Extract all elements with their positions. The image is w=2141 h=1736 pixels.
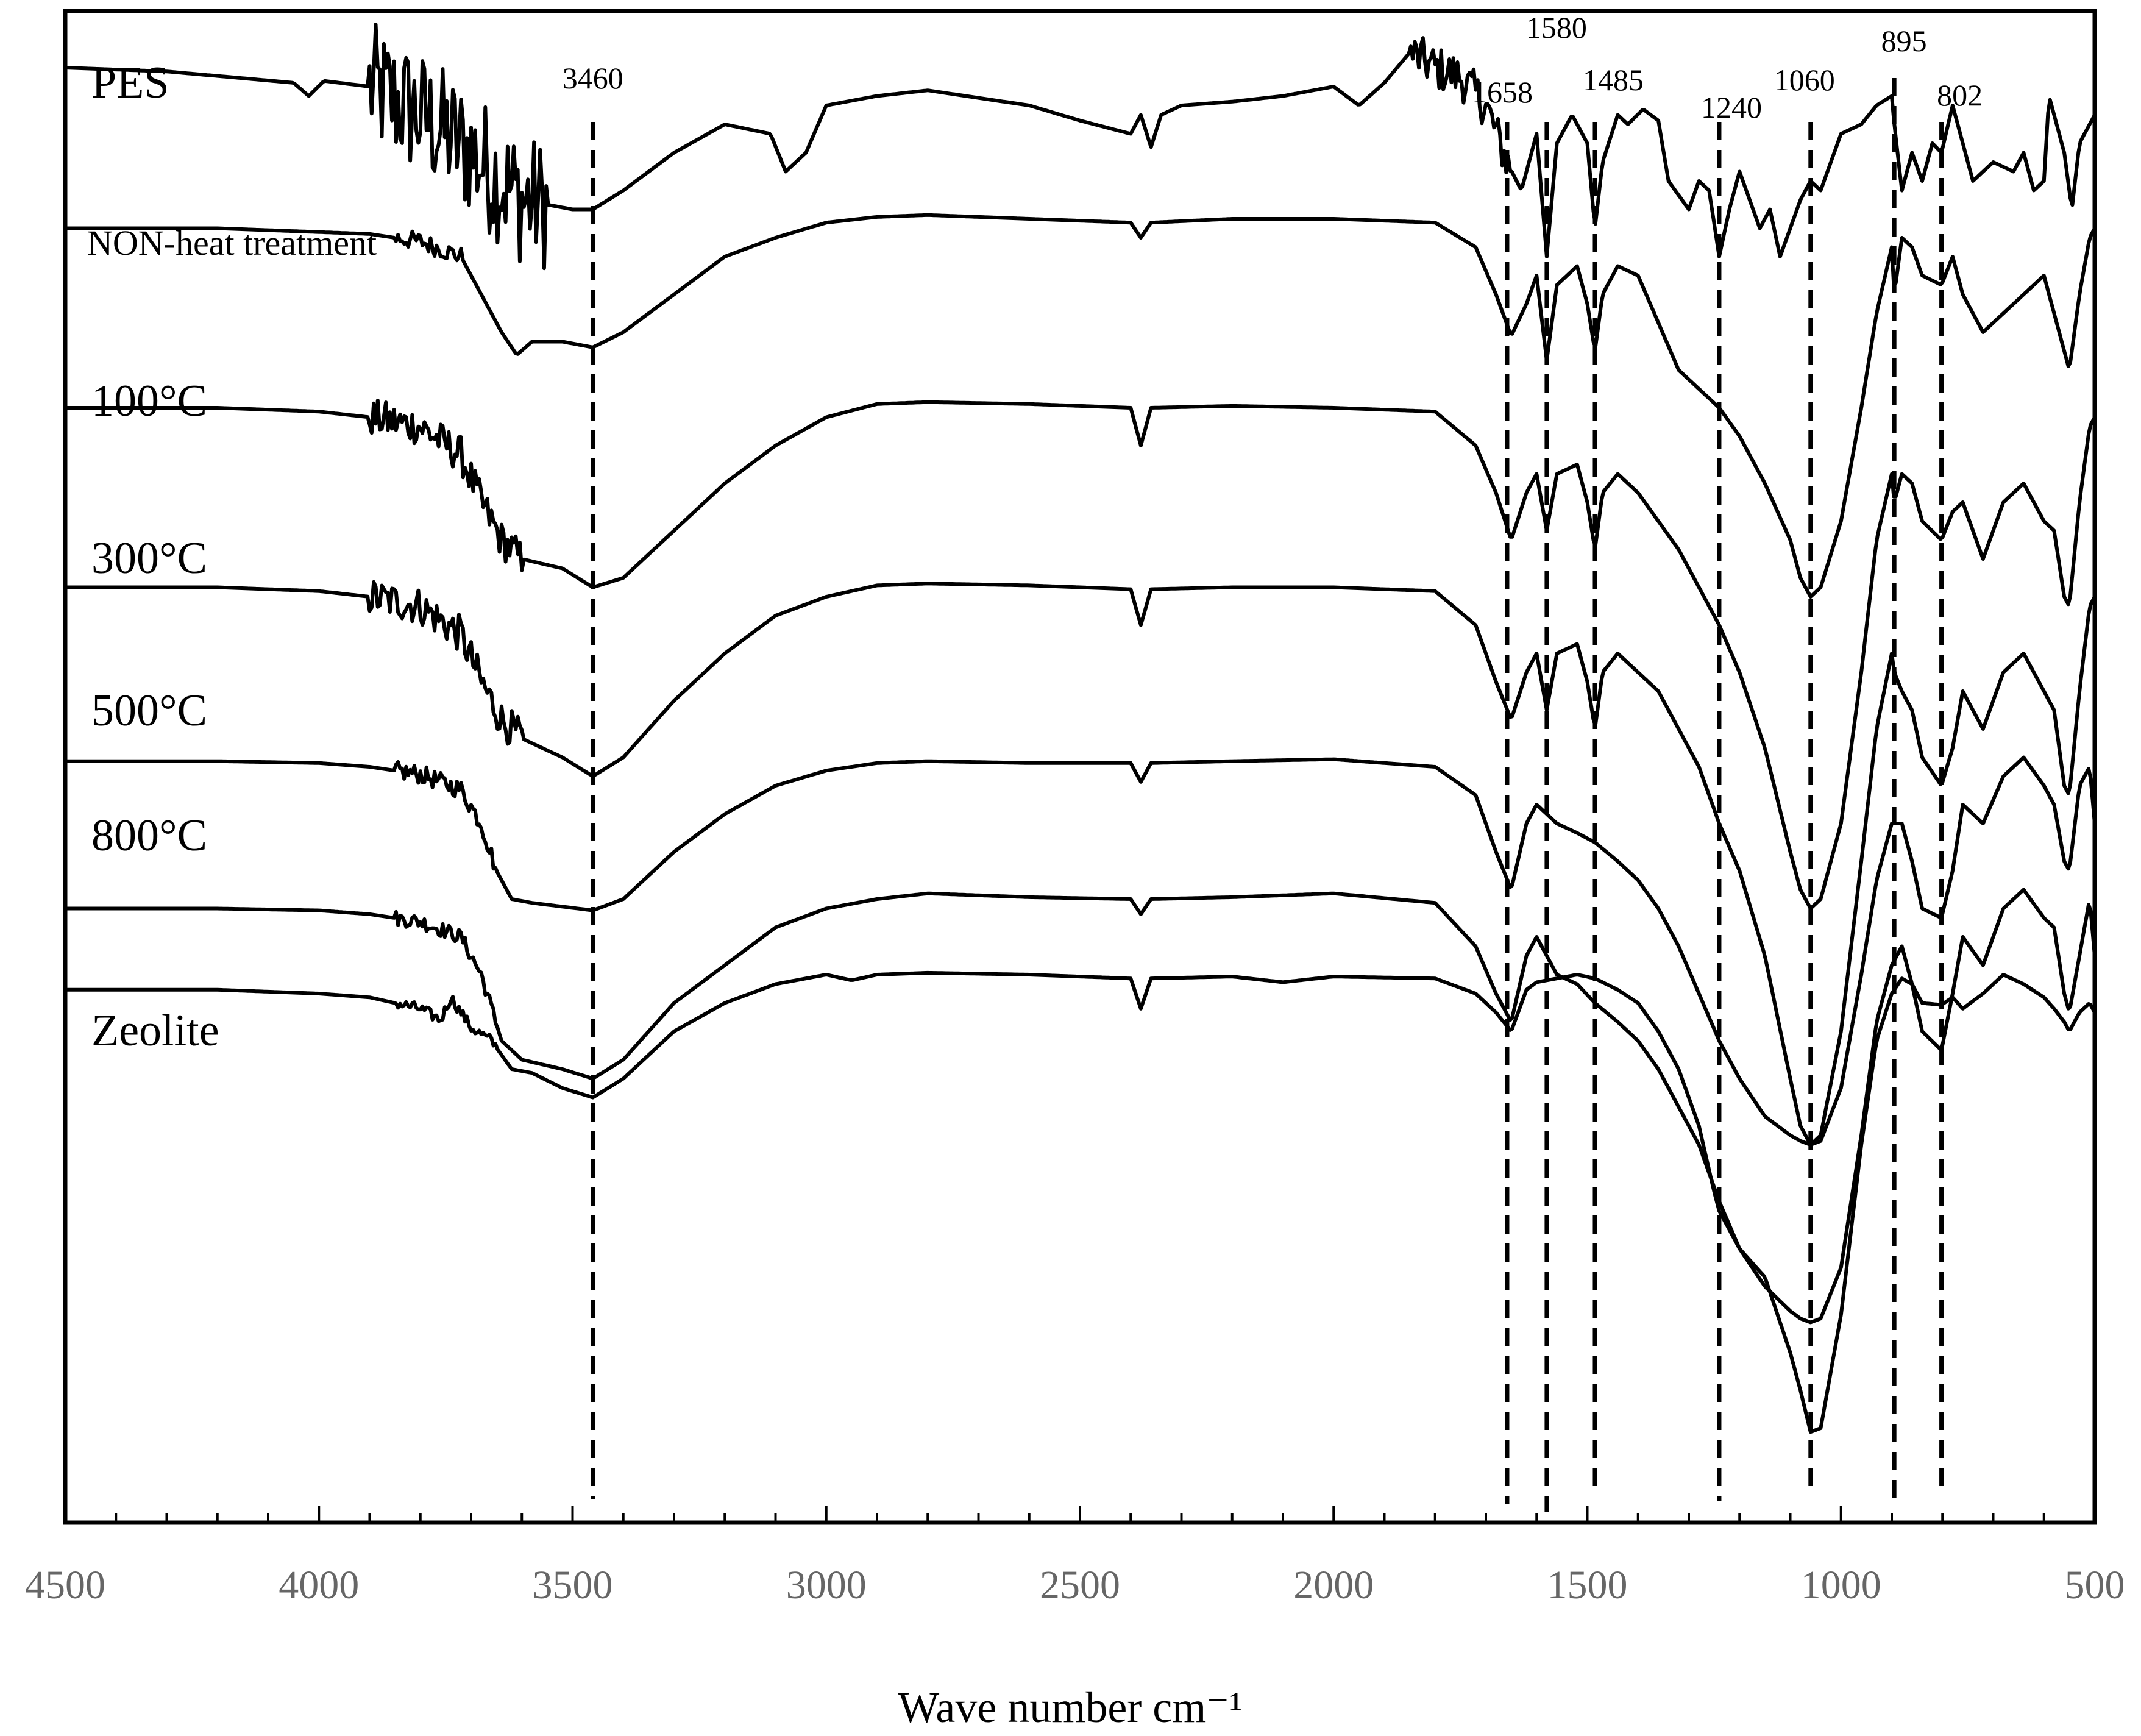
spectrum-500c (65, 755, 2097, 1147)
series-labels: PES NON-heat treatment 100°C 300°C 500°C 800°… (87, 58, 377, 1056)
spectrum-300c (65, 580, 2097, 1147)
x-tick-label-500: 500 (2065, 1563, 2125, 1607)
series-label-pes: PES (91, 58, 169, 108)
spectrum-non-heat-treatment (65, 213, 2097, 599)
peak-label-1658: 1658 (1472, 75, 1533, 109)
peak-label-1580: 1580 (1526, 10, 1587, 44)
series-label-non-heat-treatment: NON-heat treatment (87, 223, 377, 263)
series-label-300c: 300°C (91, 533, 207, 583)
x-tick-label-1000: 1000 (1801, 1563, 1881, 1607)
peak-label-1060: 1060 (1774, 63, 1835, 97)
x-tick-label-2000: 2000 (1293, 1563, 1374, 1607)
series-label-zeolite: Zeolite (91, 1006, 219, 1056)
x-tick-label-4000: 4000 (279, 1563, 359, 1607)
spectrum-800c (65, 888, 2097, 1325)
x-tick-label-4500: 4500 (25, 1563, 105, 1607)
spectrum-100c (65, 399, 2097, 911)
x-axis-title: Wave number cm⁻¹ (898, 1683, 1243, 1732)
series-label-100c: 100°C (91, 376, 207, 426)
peak-label-1240: 1240 (1701, 90, 1762, 124)
x-tick-label-2500: 2500 (1040, 1563, 1120, 1607)
spectrum-zeolite (65, 970, 2097, 1434)
peak-marker-labels: 3460 1658 1580 1485 1240 1060 895 802 (563, 10, 1983, 124)
series-label-500c: 500°C (91, 686, 207, 736)
peak-label-895: 895 (1881, 24, 1927, 58)
series-label-800c: 800°C (91, 811, 207, 861)
spectrum-pes (65, 23, 2097, 271)
x-axis-ticks (64, 1506, 2096, 1523)
x-tick-label-3000: 3000 (786, 1563, 867, 1607)
x-tick-label-3500: 3500 (533, 1563, 613, 1607)
spectra (65, 23, 2097, 1434)
x-axis-tick-labels: 4500 4000 3500 3000 2500 2000 1500 1000 500 (25, 1563, 2125, 1607)
peak-label-802: 802 (1937, 78, 1983, 112)
peak-label-3460: 3460 (563, 61, 623, 95)
x-tick-label-1500: 1500 (1547, 1563, 1628, 1607)
peak-label-1485: 1485 (1583, 63, 1644, 97)
